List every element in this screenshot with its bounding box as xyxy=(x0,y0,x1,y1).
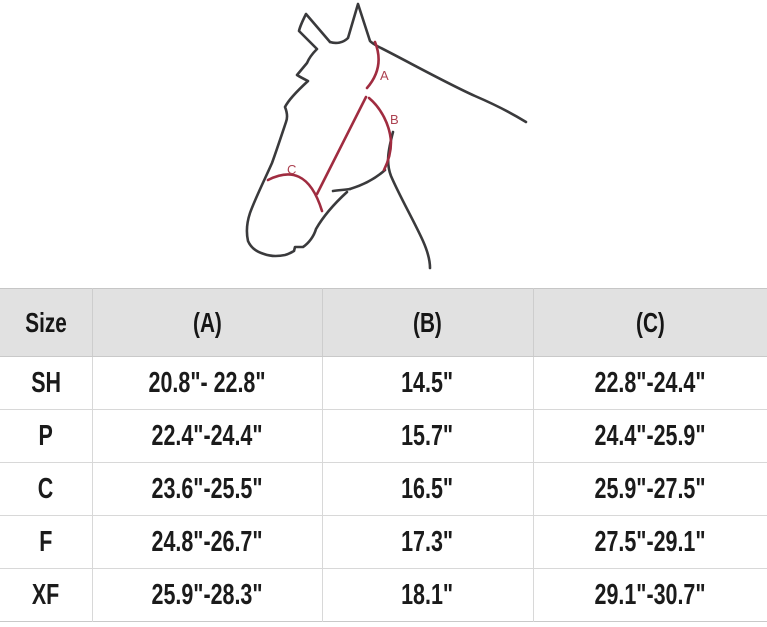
column-header-size: Size xyxy=(0,288,92,357)
measure-a-cell: 22.4"-24.4" xyxy=(91,409,322,463)
measure-b-cell: 18.1" xyxy=(321,568,533,622)
horse-face-profile xyxy=(245,12,349,258)
halter-measure-labels: A B C xyxy=(287,68,399,177)
label-a: A xyxy=(380,68,389,83)
table-row: P 22.4"-24.4" 15.7" 24.4"-25.9" xyxy=(0,409,767,463)
horse-neck-front xyxy=(386,130,432,270)
measure-a-cell: 20.8"- 22.8" xyxy=(91,356,322,410)
measure-a-cell: 24.8"-26.7" xyxy=(91,515,322,569)
halter-cheekpiece xyxy=(315,95,368,196)
measure-b-cell: 17.3" xyxy=(321,515,533,569)
halter-noseband-c xyxy=(266,173,324,213)
measure-b-cell: 14.5" xyxy=(321,356,533,410)
table-row: F 24.8"-26.7" 17.3" 27.5"-29.1" xyxy=(0,515,767,569)
label-c: C xyxy=(287,162,296,177)
size-cell: SH xyxy=(0,356,92,410)
measure-c-cell: 22.8"-24.4" xyxy=(532,356,767,410)
column-header-a: (A) xyxy=(91,288,322,357)
header-row: Size (A) (B) (C) xyxy=(0,288,767,357)
measure-c-cell: 29.1"-30.7" xyxy=(532,568,767,622)
halter-crownpiece-a xyxy=(365,40,380,90)
horse-outline xyxy=(245,2,528,270)
halter-straps xyxy=(266,40,393,213)
measure-b-cell: 16.5" xyxy=(321,462,533,516)
table-row: XF 25.9"-28.3" 18.1" 29.1"-30.7" xyxy=(0,568,767,622)
column-header-c: (C) xyxy=(532,288,767,357)
size-cell: XF xyxy=(0,568,92,622)
halter-throatlatch-b xyxy=(367,96,393,172)
measure-c-cell: 25.9"-27.5" xyxy=(532,462,767,516)
horse-head-diagram: A B C xyxy=(0,0,767,288)
measure-b-cell: 15.7" xyxy=(321,409,533,463)
horse-ear-and-crest xyxy=(328,2,528,124)
horse-jowl xyxy=(348,168,387,191)
horse-head-svg: A B C xyxy=(245,2,528,270)
size-cell: F xyxy=(0,515,92,569)
label-b: B xyxy=(390,112,399,127)
size-cell: C xyxy=(0,462,92,516)
measure-a-cell: 25.9"-28.3" xyxy=(91,568,322,622)
size-cell: P xyxy=(0,409,92,463)
horse-jaw-fold xyxy=(331,187,352,193)
column-header-b: (B) xyxy=(321,288,533,357)
table-row: C 23.6"-25.5" 16.5" 25.9"-27.5" xyxy=(0,462,767,516)
measure-c-cell: 27.5"-29.1" xyxy=(532,515,767,569)
size-chart-table: Size (A) (B) (C) SH 20.8"- 22.8" 14.5" 2… xyxy=(0,288,767,622)
table-row: SH 20.8"- 22.8" 14.5" 22.8"-24.4" xyxy=(0,356,767,410)
measure-a-cell: 23.6"-25.5" xyxy=(91,462,322,516)
measure-c-cell: 24.4"-25.9" xyxy=(532,409,767,463)
